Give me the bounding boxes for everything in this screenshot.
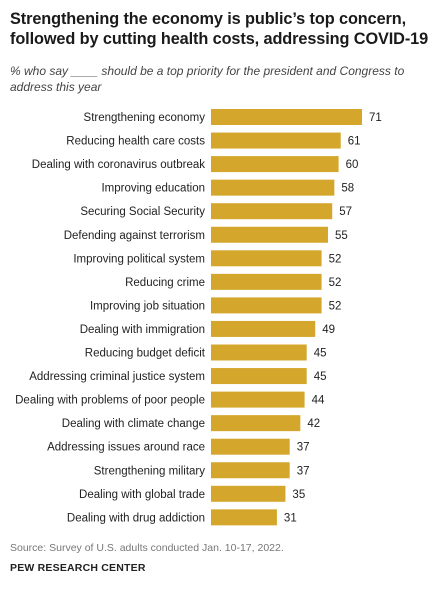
- bar: [211, 273, 322, 290]
- value-label: 52: [329, 300, 342, 312]
- bar: [211, 438, 290, 455]
- category-label: Dealing with coronavirus outbreak: [32, 159, 205, 171]
- value-label: 31: [284, 512, 297, 524]
- organization-name: PEW RESEARCH CENTER: [10, 562, 146, 574]
- value-label: 71: [369, 112, 382, 124]
- category-label: Dealing with global trade: [79, 489, 205, 501]
- value-label: 44: [312, 395, 325, 407]
- category-label: Strengthening economy: [84, 112, 206, 124]
- category-label: Reducing budget deficit: [85, 348, 206, 360]
- category-label: Securing Social Security: [80, 206, 205, 218]
- category-label: Dealing with immigration: [80, 324, 205, 336]
- category-label: Strengthening military: [94, 465, 205, 477]
- value-label: 42: [307, 418, 320, 430]
- bar: [211, 509, 277, 526]
- bar: [211, 203, 333, 220]
- bar: [211, 415, 301, 432]
- bar: [211, 156, 339, 173]
- value-label: 52: [329, 253, 342, 265]
- category-label: Improving education: [101, 183, 205, 195]
- bar: [211, 297, 322, 314]
- category-label: Dealing with problems of poor people: [15, 395, 205, 407]
- bar: [211, 391, 305, 408]
- value-label: 45: [314, 348, 327, 360]
- category-label: Addressing criminal justice system: [29, 371, 205, 383]
- value-label: 35: [292, 489, 305, 501]
- chart-title: Strengthening the economy is public’s to…: [10, 10, 429, 48]
- category-label: Defending against terrorism: [64, 230, 205, 242]
- category-label: Improving job situation: [90, 300, 205, 312]
- bar: [211, 250, 322, 267]
- bar: [211, 132, 341, 149]
- value-label: 55: [335, 230, 348, 242]
- value-label: 37: [297, 442, 310, 454]
- bar: [211, 344, 307, 361]
- bar: [211, 368, 307, 385]
- category-label: Dealing with climate change: [62, 418, 205, 430]
- value-label: 45: [314, 371, 327, 383]
- bar: [211, 179, 335, 196]
- value-label: 61: [348, 136, 361, 148]
- value-label: 60: [346, 159, 359, 171]
- bar: [211, 320, 316, 337]
- value-label: 37: [297, 465, 310, 477]
- bar: [211, 109, 362, 125]
- source-note: Source: Survey of U.S. adults conducted …: [10, 542, 284, 554]
- value-label: 49: [322, 324, 335, 336]
- category-label: Reducing crime: [125, 277, 205, 289]
- value-label: 58: [341, 183, 354, 195]
- category-label: Addressing issues around race: [47, 442, 205, 454]
- chart-subtitle: % who say ____ should be a top priority …: [10, 64, 405, 94]
- value-label: 52: [329, 277, 342, 289]
- bar: [211, 462, 290, 479]
- category-label: Improving political system: [73, 253, 205, 265]
- category-label: Dealing with drug addiction: [67, 512, 205, 524]
- category-label: Reducing health care costs: [66, 136, 205, 148]
- bar: [211, 226, 328, 243]
- value-label: 57: [339, 206, 352, 218]
- bar: [211, 485, 286, 502]
